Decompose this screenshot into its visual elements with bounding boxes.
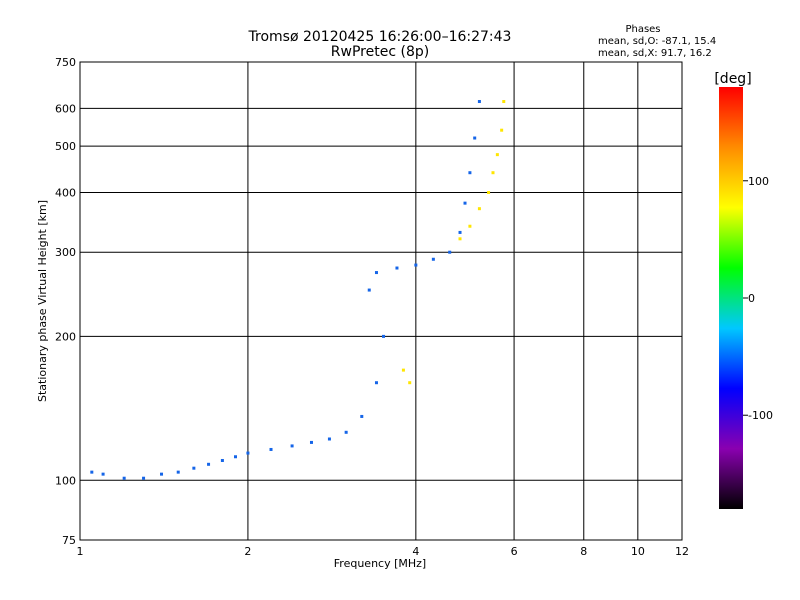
x-tick-label: 6	[511, 545, 518, 558]
data-point	[360, 414, 364, 418]
colorbar-tick-label: -100	[748, 409, 773, 422]
data-point	[502, 100, 506, 104]
data-point	[101, 472, 105, 476]
y-tick-label: 75	[62, 534, 76, 547]
x-tick-label: 10	[631, 545, 645, 558]
chart-subtitle: RwPretec (8p)	[331, 44, 429, 60]
data-point	[477, 100, 481, 104]
colorbar	[719, 87, 743, 509]
data-point	[233, 455, 237, 459]
y-axis-label: Stationary phase Virtual Height [km]	[36, 200, 49, 402]
data-point	[192, 466, 196, 470]
colorbar-tick-labels: 100 0 -100	[743, 175, 773, 422]
y-tick-labels: 75 100 200 300 400 500 600 750	[55, 56, 76, 547]
phase-info-line-x: mean, sd,X: 91.7, 16.2	[598, 48, 712, 59]
chart-title: Tromsø 20120425 16:26:00–16:27:43	[248, 29, 512, 45]
y-tick-label: 200	[55, 330, 76, 343]
data-point	[344, 430, 348, 434]
data-point	[473, 136, 477, 140]
y-tick-label: 400	[55, 186, 76, 199]
data-point	[395, 266, 399, 270]
y-tick-label: 500	[55, 140, 76, 153]
data-point	[90, 470, 94, 474]
y-tick-label: 600	[55, 102, 76, 115]
x-tick-label: 2	[244, 545, 251, 558]
y-tick-label: 100	[55, 474, 76, 487]
data-point	[160, 472, 164, 476]
data-point	[269, 447, 273, 451]
data-point	[491, 171, 495, 175]
data-point	[468, 224, 472, 228]
data-point	[207, 462, 211, 466]
data-point	[327, 437, 331, 441]
colorbar-tick-label: 0	[748, 292, 755, 305]
data-point	[374, 271, 378, 275]
data-point	[463, 201, 467, 205]
data-point	[408, 381, 412, 385]
data-point	[142, 476, 146, 480]
data-point	[448, 250, 452, 254]
data-point	[468, 171, 472, 175]
data-points	[90, 100, 506, 480]
y-tick-label: 300	[55, 246, 76, 259]
data-point	[176, 470, 180, 474]
data-point	[122, 476, 126, 480]
data-point	[309, 440, 313, 444]
data-point	[458, 237, 462, 241]
data-point	[401, 368, 405, 372]
colorbar-tick-label: 100	[748, 175, 769, 188]
data-point	[220, 458, 224, 462]
data-point	[477, 207, 481, 211]
data-point	[246, 451, 250, 455]
x-tick-label: 1	[77, 545, 84, 558]
data-point	[414, 263, 418, 267]
x-axis-label: Frequency [MHz]	[334, 557, 426, 570]
y-tick-label: 750	[55, 56, 76, 69]
data-point	[374, 381, 378, 385]
plot-frame	[79, 61, 683, 541]
data-point	[431, 257, 435, 261]
x-tick-label: 4	[412, 545, 419, 558]
phase-info-line-o: mean, sd,O: -87.1, 15.4	[598, 36, 716, 47]
data-point	[495, 153, 499, 157]
data-point	[500, 128, 504, 132]
data-point	[458, 230, 462, 234]
data-point	[487, 190, 491, 194]
x-tick-label: 8	[580, 545, 587, 558]
x-tick-label: 12	[675, 545, 689, 558]
x-tick-labels: 1 2 4 6 8 10 12	[77, 545, 690, 558]
data-point	[381, 334, 385, 338]
phase-info-title: Phases	[625, 24, 660, 35]
data-point	[367, 288, 371, 292]
colorbar-label: [deg]	[714, 71, 751, 87]
data-point	[290, 444, 294, 448]
gridlines	[80, 62, 682, 540]
